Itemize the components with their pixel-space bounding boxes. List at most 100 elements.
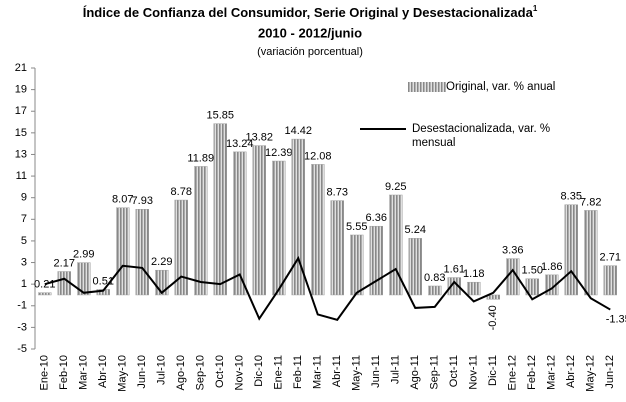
x-tick-label: Feb-12 (526, 355, 538, 390)
bar (116, 207, 130, 296)
value-label: 1.18 (463, 268, 484, 280)
x-tick-label: Dic-11 (487, 355, 499, 386)
y-tick-label: 19 (15, 84, 27, 96)
legend-swatch (360, 128, 406, 130)
bar (38, 292, 52, 296)
y-tick-label: 9 (21, 192, 27, 204)
x-tick-label: Ene-12 (507, 355, 519, 390)
y-tick-label: 21 (15, 62, 27, 74)
value-label: 6.36 (366, 212, 387, 224)
bar (291, 138, 305, 296)
x-tick-label: Oct-11 (448, 355, 460, 387)
bar (564, 204, 578, 296)
x-tick-label: May-11 (351, 355, 363, 391)
legend-label: Desestacionalizada, var. % mensual (412, 123, 551, 149)
value-label: 13.24 (226, 138, 254, 150)
x-tick-label: Jun-10 (136, 355, 148, 389)
value-label: 9.25 (385, 181, 406, 193)
line-value-label: -1.35 (606, 313, 626, 325)
x-tick-label: Jul-10 (156, 355, 168, 385)
value-label: 8.07 (112, 194, 133, 206)
value-label: 0.21 (34, 279, 55, 291)
bar (467, 281, 481, 296)
value-label: 12.08 (304, 150, 332, 162)
x-tick-label: Ene-11 (273, 355, 285, 390)
chart-subtitle: 2010 - 2012/junio (258, 25, 362, 40)
legend-label: Original, var. % anual (446, 81, 556, 93)
value-label: 13.82 (245, 132, 273, 144)
value-label: 1.61 (444, 263, 465, 275)
bar (603, 265, 617, 296)
y-tick-label: 3 (21, 256, 27, 268)
value-label: 12.39 (265, 147, 293, 159)
x-tick-label: May-12 (585, 355, 597, 392)
x-tick-label: Ene-10 (39, 355, 51, 390)
y-tick-label: 7 (21, 213, 27, 225)
x-tick-label: Feb-10 (58, 355, 70, 390)
value-label: 2.29 (151, 256, 172, 268)
x-tick-label: Jun-12 (604, 355, 616, 389)
value-label: 11.89 (187, 152, 214, 164)
value-label: 8.78 (171, 186, 192, 198)
y-tick-label: -5 (17, 343, 27, 355)
value-label: 15.85 (206, 110, 234, 122)
x-tick-label: Abr-11 (331, 355, 343, 387)
x-tick-label: Mar-10 (78, 355, 90, 390)
value-label: 8.73 (327, 187, 348, 199)
bar (311, 164, 325, 296)
bar (525, 278, 539, 296)
y-tick-label: 1 (21, 278, 27, 290)
x-tick-label: Dic-10 (253, 355, 265, 387)
value-label: 2.99 (73, 249, 94, 261)
bar (447, 277, 461, 296)
bar (252, 145, 266, 296)
x-tick-label: Ago-10 (175, 355, 187, 390)
bar (135, 209, 149, 296)
x-tick-label: Mar-12 (546, 355, 558, 390)
title-superscript: 1 (533, 4, 538, 13)
line-series (44, 255, 611, 321)
value-label: 5.55 (346, 221, 367, 233)
title-text: Índice de Confianza del Consumidor, Seri… (83, 5, 534, 20)
x-tick-label: Nov-10 (234, 355, 246, 390)
bar (408, 238, 422, 296)
value-label: 2.17 (54, 257, 75, 269)
bar (428, 285, 442, 296)
y-tick-label: 5 (21, 235, 27, 247)
x-tick-label: Jul-11 (390, 355, 402, 384)
x-tick-label: Feb-11 (292, 355, 304, 389)
bar (174, 199, 188, 296)
x-tick-label: Ago-11 (409, 355, 421, 390)
x-tick-label: Mar-11 (312, 355, 324, 389)
bar (77, 262, 91, 296)
bar (584, 210, 598, 296)
bar (486, 294, 500, 300)
value-label: 1.50 (522, 265, 543, 277)
value-label: 14.42 (284, 125, 312, 137)
value-label: 1.86 (541, 261, 562, 273)
legend-swatch (408, 81, 446, 92)
bar (330, 200, 344, 296)
x-tick-label: Abr-10 (97, 355, 109, 388)
x-tick-label: May-10 (117, 355, 129, 392)
value-label: 5.24 (405, 224, 426, 236)
chart-title: Índice de Confianza del Consumidor, Seri… (83, 4, 538, 20)
x-tick-label: Jun-11 (370, 355, 382, 388)
x-tick-label: Nov-11 (468, 355, 480, 390)
value-label: 2.71 (600, 252, 621, 264)
value-label: -0.40 (487, 305, 499, 330)
legend-line: Desestacionalizada, var. % mensual (360, 122, 552, 150)
y-tick-label: 13 (15, 148, 27, 160)
x-tick-label: Sep-11 (429, 355, 441, 390)
x-tick-label: Sep-10 (195, 355, 207, 390)
value-label: 7.82 (580, 196, 601, 208)
y-tick-label: -1 (17, 300, 27, 312)
x-tick-label: Oct-10 (214, 355, 226, 388)
value-label: 0.83 (424, 272, 445, 284)
value-label: 3.36 (502, 245, 523, 257)
bar (350, 234, 364, 296)
value-label: 8.35 (561, 191, 582, 203)
chart-note: (variación porcentual) (257, 46, 363, 58)
y-tick-label: 15 (15, 127, 27, 139)
